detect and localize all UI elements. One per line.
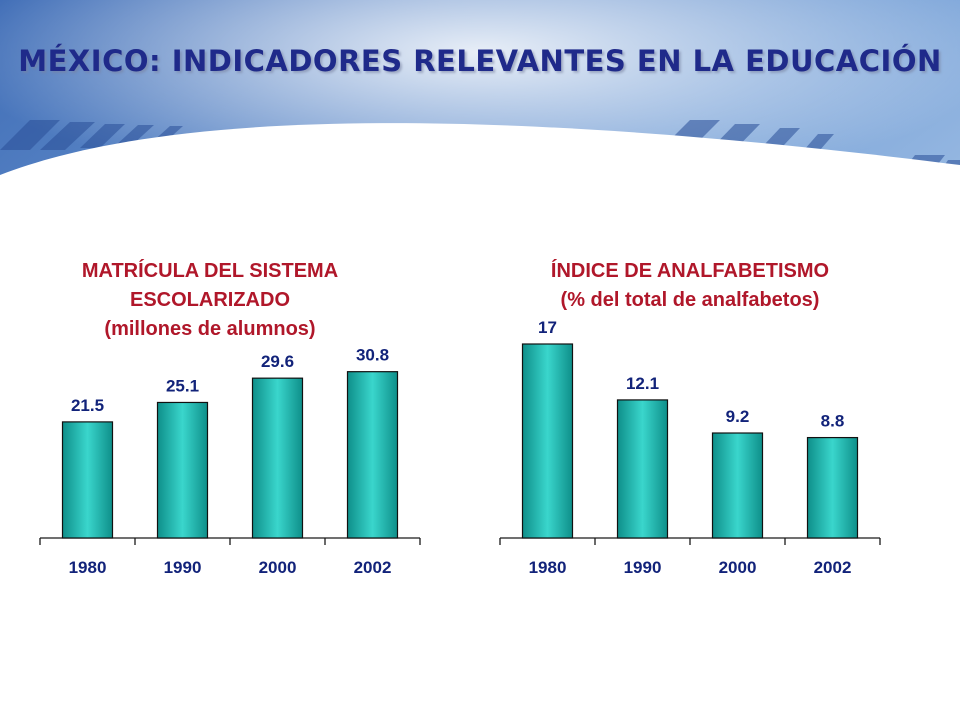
- bar-2000: [711, 432, 764, 539]
- page-title: MÉXICO: INDICADORES RELEVANTES EN LA EDU…: [18, 44, 942, 78]
- bar-1980: [61, 421, 114, 539]
- x-tick-label: 1990: [164, 558, 202, 577]
- data-label: 8.8: [821, 412, 845, 431]
- bar-1990: [616, 399, 669, 539]
- bar-2000: [251, 377, 304, 539]
- data-label: 12.1: [626, 374, 659, 393]
- enrollment-chart: MATRÍCULA DEL SISTEMA ESCOLARIZADO (millon…: [39, 259, 421, 577]
- x-tick-label: 2002: [354, 558, 392, 577]
- x-tick-label: 1980: [69, 558, 107, 577]
- chart-title-line: ESCOLARIZADO: [130, 289, 290, 311]
- chart-title-line: MATRÍCULA DEL SISTEMA: [82, 259, 338, 282]
- bar-1980: [521, 343, 574, 539]
- data-label: 25.1: [166, 376, 199, 395]
- x-tick-label: 2002: [814, 558, 852, 577]
- bar-2002: [346, 371, 399, 539]
- chart-title-line: (% del total de analfabetos): [561, 289, 820, 311]
- bar-1990: [156, 401, 209, 539]
- x-tick-label: 2000: [719, 558, 757, 577]
- data-label: 29.6: [261, 352, 294, 371]
- chart-title-line: ÍNDICE DE ANALFABETISMO: [551, 259, 829, 282]
- data-label: 21.5: [71, 396, 104, 415]
- chart-title-line: (millones de alumnos): [104, 318, 315, 340]
- data-label: 30.8: [356, 346, 389, 365]
- data-label: 17: [538, 318, 557, 337]
- data-label: 9.2: [726, 407, 750, 426]
- x-tick-label: 1990: [624, 558, 662, 577]
- x-tick-label: 1980: [529, 558, 567, 577]
- x-tick-label: 2000: [259, 558, 297, 577]
- bar-2002: [806, 436, 859, 539]
- illiteracy-chart: ÍNDICE DE ANALFABETISMO (% del total de a…: [499, 259, 881, 577]
